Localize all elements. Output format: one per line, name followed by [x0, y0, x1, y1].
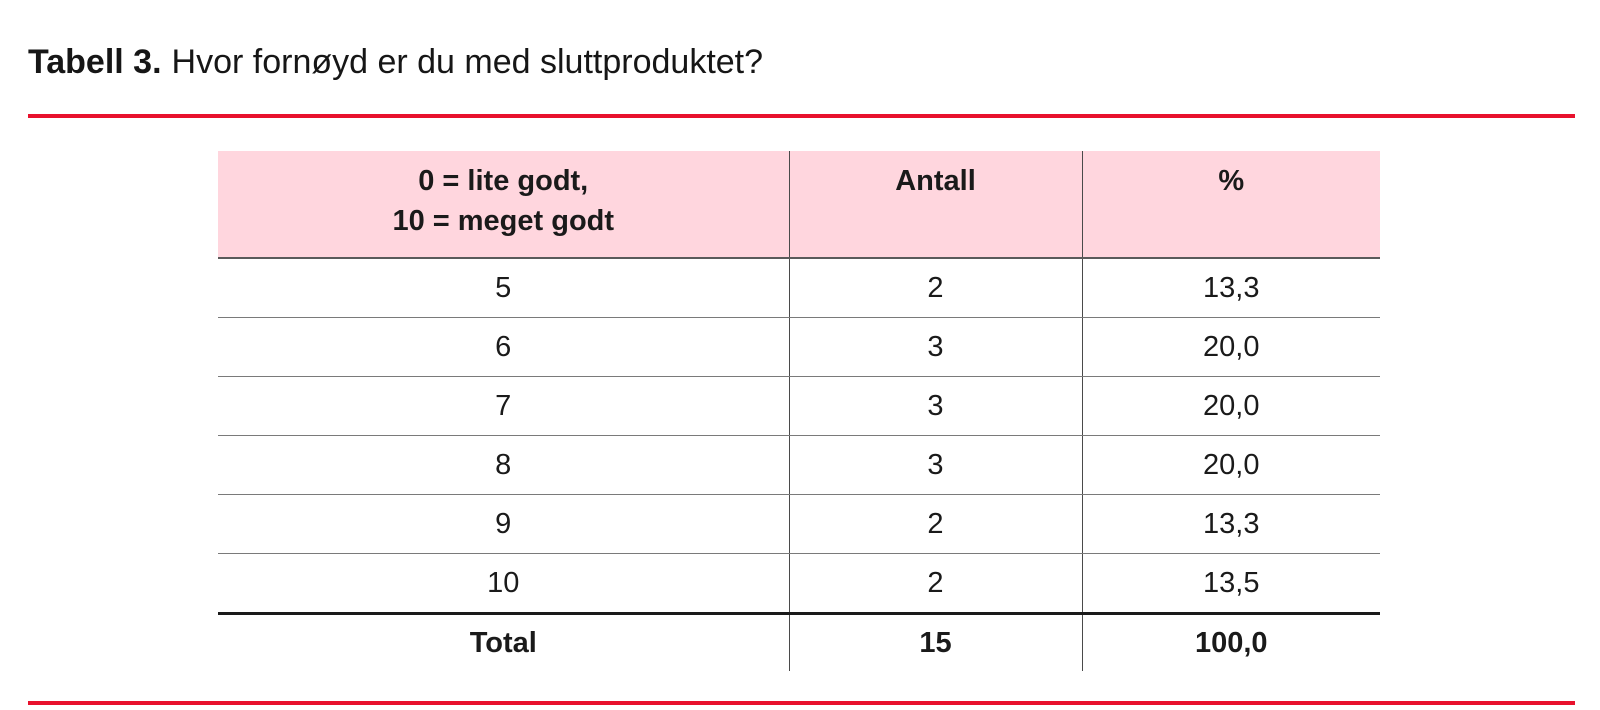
bottom-rule: [28, 701, 1575, 705]
table-row: 8 3 20,0: [218, 435, 1380, 495]
cell-scale: 9: [218, 494, 789, 554]
title-question: Hvor fornøyd er du med sluttproduktet?: [171, 43, 764, 81]
table-row: 7 3 20,0: [218, 376, 1380, 436]
cell-scale: 10: [218, 553, 789, 615]
table-row: 10 2 13,5: [218, 553, 1380, 615]
total-percent-cell: 100,0: [1081, 613, 1380, 671]
table-row: 6 3 20,0: [218, 317, 1380, 377]
cell-percent: 13,3: [1081, 494, 1380, 554]
total-count-cell: 15: [788, 613, 1082, 671]
cell-percent: 20,0: [1081, 435, 1380, 495]
table-number-label: Tabell 3.: [28, 43, 162, 81]
header-scale-line1: 0 = lite godt,: [418, 165, 589, 197]
cell-scale: 8: [218, 435, 789, 495]
total-label-cell: Total: [469, 626, 537, 659]
results-table: 0 = lite godt, 10 = meget godt Antall % …: [218, 151, 1380, 671]
cell-count: 2: [788, 258, 1082, 318]
header-percent-cell: %: [1081, 151, 1380, 259]
cell-scale: 6: [218, 317, 789, 377]
cell-percent: 20,0: [1081, 376, 1380, 436]
cell-percent: 20,0: [1081, 317, 1380, 377]
cell-count: 2: [788, 553, 1082, 615]
header-count-cell: Antall: [788, 151, 1082, 259]
total-row: Total 15 100,0: [218, 613, 1380, 671]
header-row: 0 = lite godt, 10 = meget godt Antall %: [218, 151, 1380, 259]
table-row: 5 2 13,3: [218, 258, 1380, 318]
page-title: Tabell 3. Hvor fornøyd er du med sluttpro…: [28, 42, 1600, 83]
cell-count: 3: [788, 317, 1082, 377]
page: Tabell 3. Hvor fornøyd er du med sluttpro…: [0, 42, 1600, 705]
table-row: 9 2 13,3: [218, 494, 1380, 554]
cell-count: 2: [788, 494, 1082, 554]
header-scale-line2: 10 = meget godt: [392, 205, 615, 237]
cell-percent: 13,3: [1081, 258, 1380, 318]
top-rule: [28, 114, 1575, 118]
cell-percent: 13,5: [1081, 553, 1380, 615]
cell-scale: 7: [218, 376, 789, 436]
header-scale-cell: 0 = lite godt, 10 = meget godt: [218, 151, 789, 259]
cell-count: 3: [788, 435, 1082, 495]
cell-scale: 5: [218, 258, 789, 318]
cell-count: 3: [788, 376, 1082, 436]
